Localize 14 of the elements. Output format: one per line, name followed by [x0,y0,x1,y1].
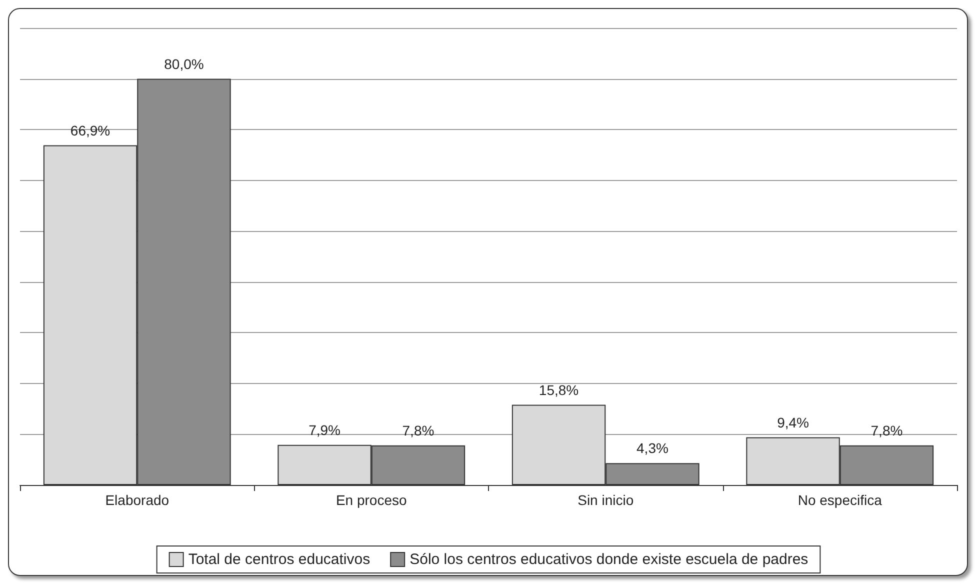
data-label: 7,9% [308,422,340,438]
x-tick-label: En proceso [336,492,407,508]
x-tick-label: Elaborado [105,492,170,508]
data-label: 9,4% [777,414,809,430]
data-label: 80,0% [164,56,204,72]
data-label: 4,3% [636,440,668,456]
data-label: 15,8% [538,382,579,398]
legend-label: Total de centros educativos [188,551,370,568]
data-label: 7,8% [870,422,903,438]
data-label: 7,8% [402,422,434,438]
legend-label: Sólo los centros educativos donde existe escuela de padres [410,551,808,568]
x-tick-label: No especifica [798,492,882,508]
x-tick-label: Sin inicio [578,492,634,508]
data-label: 66,9% [70,122,110,138]
